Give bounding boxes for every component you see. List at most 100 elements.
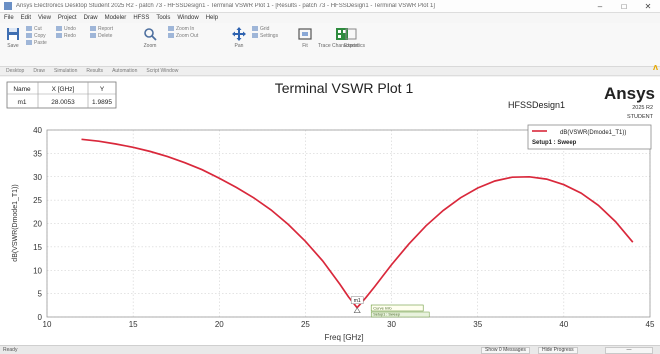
tab-automation[interactable]: Automation	[112, 68, 138, 74]
y-tick-label: 20	[33, 220, 42, 229]
status-zoom-field[interactable]: —	[605, 347, 653, 354]
pan-button[interactable]: Pan	[232, 27, 246, 49]
status-bar: Ready Show 0 Messages Hide Progress —	[0, 345, 660, 354]
trace-characteristics-button[interactable]: Trace Characteristics	[318, 27, 365, 49]
cut-icon	[26, 26, 32, 32]
marker-table[interactable]: Name X [GHz] Y m1 28.0053 1.9895	[6, 81, 117, 109]
status-text: Ready	[3, 347, 18, 353]
x-tick-label: 10	[43, 320, 52, 329]
tab-simulation[interactable]: Simulation	[54, 68, 78, 74]
x-axis-ticks: 10 15 20 25 30 35 40 45	[43, 320, 655, 329]
x-tick-label: 45	[646, 320, 655, 329]
cut-button[interactable]: Cut	[26, 26, 47, 33]
version-label: 2025 R2	[632, 105, 653, 111]
y-tick-label: 0	[38, 313, 43, 322]
plot-canvas[interactable]: 0 5 10 15 20 25 30 35 40 10 15 20 25 30 35 40 45 m1 Curv…	[0, 77, 660, 345]
delete-button[interactable]: Delete	[90, 33, 113, 40]
fit-window-icon	[298, 28, 312, 40]
tab-draw[interactable]: Draw	[33, 68, 46, 74]
menu-tools[interactable]: Tools	[156, 15, 171, 21]
y-tick-label: 35	[33, 149, 42, 158]
marker-table-cell-name: m1	[17, 99, 26, 106]
curve-info-tooltip-setup-text: Setup1 : Sweep	[373, 313, 400, 317]
menu-edit[interactable]: Edit	[20, 15, 32, 21]
menu-help[interactable]: Help	[205, 15, 219, 21]
x-tick-label: 30	[387, 320, 396, 329]
y-tick-label: 30	[33, 173, 42, 182]
marker-table-header-y: Y	[100, 86, 105, 93]
hide-progress-button[interactable]: Hide Progress	[538, 347, 578, 354]
close-button[interactable]: ✕	[644, 1, 652, 11]
curve-info-tooltip-setup-box	[370, 311, 430, 318]
menu-view[interactable]: View	[38, 15, 51, 21]
marker-m1-box	[350, 296, 364, 304]
window-title: Ansys Electronics Desktop Student 2025 R…	[16, 3, 435, 9]
move-arrows-icon	[232, 27, 246, 41]
ribbon-tabs: Desktop Draw Simulation Results Automati…	[0, 67, 660, 76]
x-tick-label: 40	[559, 320, 568, 329]
marker-table-cell-x: 28.0053	[51, 99, 75, 106]
curve-info-tooltip-text: Curve Info	[373, 306, 392, 311]
marker-table-cell-y: 1.9895	[92, 99, 112, 106]
x-tick-label: 25	[301, 320, 310, 329]
zoom-group: Zoom In Zoom Out	[168, 26, 198, 40]
menu-project[interactable]: Project	[57, 15, 77, 21]
zoom-in-button[interactable]: Zoom In	[168, 26, 198, 33]
show-messages-button[interactable]: Show 0 Messages	[481, 347, 530, 354]
fit-button[interactable]: Fit	[298, 27, 312, 49]
legend-trace-label: dB(VSWR(Dmode1_T1))	[560, 130, 626, 136]
grid-icon	[252, 26, 258, 32]
menu-draw[interactable]: Draw	[83, 15, 98, 21]
ribbon-toolbar: Save Cut Copy Paste Undo Redo Report Del…	[0, 23, 660, 67]
grid-button[interactable]: Grid	[252, 26, 278, 33]
paste-button[interactable]: Paste	[26, 40, 47, 47]
redo-button[interactable]: Redo	[56, 33, 76, 40]
minimize-button[interactable]: –	[597, 1, 603, 11]
menu-modeler[interactable]: Modeler	[104, 15, 127, 21]
marker-table-header-x: X [GHz]	[52, 86, 75, 93]
zoom-button[interactable]: Zoom	[143, 27, 157, 49]
legend[interactable]: dB(VSWR(Dmode1_T1)) Setup1 : Sweep	[527, 124, 652, 150]
menu-file[interactable]: File	[4, 15, 14, 21]
undo-button[interactable]: Undo	[56, 26, 76, 33]
zoom-out-button[interactable]: Zoom Out	[168, 33, 198, 40]
y-tick-label: 25	[33, 196, 42, 205]
settings-button[interactable]: Settings	[252, 33, 278, 40]
export-icon	[345, 28, 357, 40]
paste-icon	[26, 40, 32, 46]
tab-script-window[interactable]: Script Window	[146, 68, 179, 74]
y-tick-label: 5	[38, 290, 43, 299]
title-bar: Ansys Electronics Desktop Student 2025 R…	[0, 0, 660, 13]
marker-m1-triangle[interactable]	[353, 307, 361, 313]
report-icon	[90, 26, 96, 32]
menu-hfss[interactable]: HFSS	[133, 15, 150, 21]
y-tick-label: 15	[33, 243, 42, 252]
settings-icon	[252, 33, 258, 39]
tab-results[interactable]: Results	[86, 68, 104, 74]
report-button[interactable]: Report	[90, 26, 113, 33]
marker-table-header-name: Name	[13, 86, 31, 93]
menu-bar: File Edit View Project Draw Modeler HFSS…	[0, 13, 660, 23]
copy-icon	[26, 33, 32, 39]
plot-title: Terminal VSWR Plot 1	[275, 80, 414, 96]
menu-window[interactable]: Window	[177, 15, 199, 21]
x-tick-label: 20	[215, 320, 224, 329]
vswr-plot[interactable]: 0 5 10 15 20 25 30 35 40 10 15 20 25 30 35 40 45 m1 Curv…	[0, 77, 660, 345]
magnifier-icon	[144, 28, 157, 41]
export-button[interactable]: Export	[344, 27, 358, 49]
curve-info-tooltip-box	[370, 304, 424, 312]
legend-setup-label: Setup1 : Sweep	[532, 140, 577, 146]
app-icon	[4, 2, 12, 10]
plot-background	[0, 77, 660, 345]
y-axis-ticks: 0 5 10 15 20 25 30 35 40	[33, 126, 42, 322]
redo-icon	[56, 33, 62, 39]
maximize-button[interactable]: □	[621, 1, 627, 11]
delete-icon	[90, 33, 96, 39]
report-group: Report Delete	[90, 26, 113, 40]
edition-label: STUDENT	[627, 114, 654, 120]
x-tick-label: 35	[473, 320, 482, 329]
view-group: Grid Settings	[252, 26, 278, 40]
copy-button[interactable]: Copy	[26, 33, 47, 40]
tab-desktop[interactable]: Desktop	[6, 68, 25, 74]
save-button[interactable]: Save	[6, 27, 20, 49]
